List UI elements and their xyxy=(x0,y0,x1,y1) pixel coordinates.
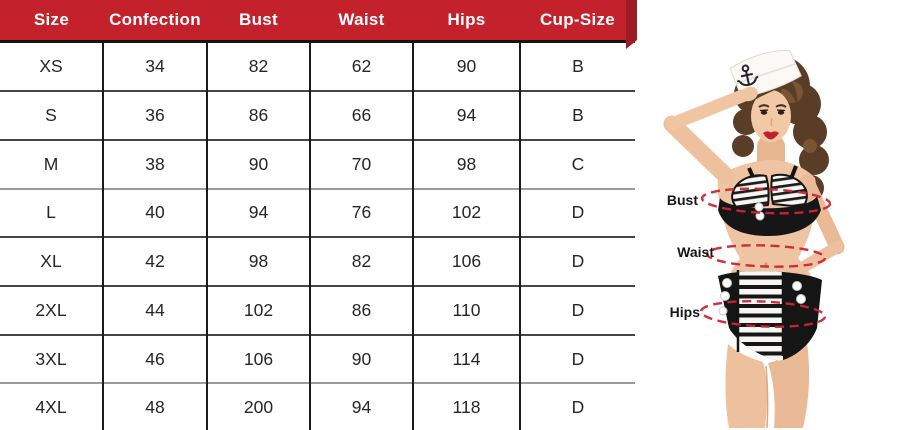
column-header: Hips xyxy=(413,0,520,43)
bust-label: Bust xyxy=(667,192,698,208)
table-cell: 90 xyxy=(310,333,414,384)
table-cell: 42 xyxy=(103,236,208,286)
hip-arm xyxy=(785,174,845,278)
table-cell: 94 xyxy=(207,187,311,238)
anchor-icon xyxy=(737,64,759,87)
table-cell: 2XL xyxy=(0,285,104,335)
table-cell: 36 xyxy=(103,90,208,140)
table-cell: D xyxy=(520,187,635,238)
table-row: 4XL 48 200 94 118 D xyxy=(0,382,635,430)
table-cell: 90 xyxy=(207,138,311,189)
table-row: M 38 90 70 98 C xyxy=(0,138,635,189)
model-photo: Bust Waist Hips xyxy=(640,0,900,430)
table-row: 3XL 46 106 90 114 D xyxy=(0,333,635,384)
table-cell: M xyxy=(0,138,104,189)
table-cell: 102 xyxy=(413,187,521,238)
waist-ellipse xyxy=(705,244,827,268)
table-cell: 86 xyxy=(310,285,414,335)
table-row: L 40 94 76 102 D xyxy=(0,187,635,238)
table-row: XS 34 82 62 90 B xyxy=(0,41,635,92)
waist-label: Waist xyxy=(677,244,714,260)
table-cell: 90 xyxy=(413,41,521,92)
table-cell: 110 xyxy=(413,285,521,335)
bust-ellipse xyxy=(700,187,832,215)
table-cell: B xyxy=(572,56,584,77)
size-table: Size Confection Bust Waist Hips Cup-Size XS 34… xyxy=(0,0,635,430)
table-cell: XL xyxy=(0,236,104,286)
table-cell: 4XL xyxy=(0,382,104,430)
column-header: Size xyxy=(0,0,103,43)
table-cell: 102 xyxy=(207,285,311,335)
table-cell: 62 xyxy=(310,41,414,92)
column-header: Cup-Size xyxy=(520,0,635,43)
table-cell: 3XL xyxy=(0,333,104,384)
table-cell: 98 xyxy=(207,236,311,286)
table-cell: C xyxy=(520,138,635,189)
table-cell: D xyxy=(520,382,635,430)
table-cell: 118 xyxy=(413,382,521,430)
table-cell: 82 xyxy=(207,41,311,92)
model-figure-svg: Bust Waist Hips xyxy=(640,0,900,430)
table-row: S 36 86 66 94 B xyxy=(0,90,635,140)
table-cell: B xyxy=(520,90,635,140)
table-cell: 98 xyxy=(413,138,521,189)
table-row: 2XL 44 102 86 110 D xyxy=(0,285,635,335)
table-cell: 76 xyxy=(310,187,414,238)
column-header: Waist xyxy=(310,0,413,43)
column-header: Confection xyxy=(103,0,207,43)
bikini-bottom xyxy=(718,270,822,361)
bikini-top xyxy=(718,165,821,236)
lips xyxy=(763,131,779,140)
table-cell: 200 xyxy=(207,382,311,430)
hips-label: Hips xyxy=(670,304,701,320)
table-cell: D xyxy=(520,333,635,384)
table-cell: D xyxy=(520,285,635,335)
table-cell: XS xyxy=(0,41,104,92)
table-cell: 48 xyxy=(103,382,208,430)
header-ribbon-fold xyxy=(626,0,637,49)
table-cell: 94 xyxy=(413,90,521,140)
table-cell: 46 xyxy=(103,333,208,384)
table-cell: 106 xyxy=(413,236,521,286)
table-cell: 114 xyxy=(413,333,521,384)
table-cell: 70 xyxy=(310,138,414,189)
table-cell: 66 xyxy=(310,90,414,140)
table-cell: 86 xyxy=(207,90,311,140)
table-cell: 40 xyxy=(103,187,208,238)
sailor-hat xyxy=(729,50,802,98)
table-cell: 94 xyxy=(310,382,414,430)
column-header: Bust xyxy=(207,0,310,43)
table-cell: 44 xyxy=(103,285,208,335)
salute-arm xyxy=(663,86,758,185)
table-cell: 34 xyxy=(103,41,208,92)
legs xyxy=(725,342,810,429)
table-cell: L xyxy=(0,187,104,238)
table-row: XL 42 98 82 106 D xyxy=(0,236,635,286)
table-cell: D xyxy=(520,236,635,286)
size-table-area: Size Confection Bust Waist Hips Cup-Size XS 34… xyxy=(0,0,637,430)
table-cell: 38 xyxy=(103,138,208,189)
table-cell: 106 xyxy=(207,333,311,384)
table-cell: S xyxy=(0,90,104,140)
header-row: Size Confection Bust Waist Hips Cup-Size xyxy=(0,0,635,43)
hips-ellipse xyxy=(699,300,827,328)
table-cell: 82 xyxy=(310,236,414,286)
